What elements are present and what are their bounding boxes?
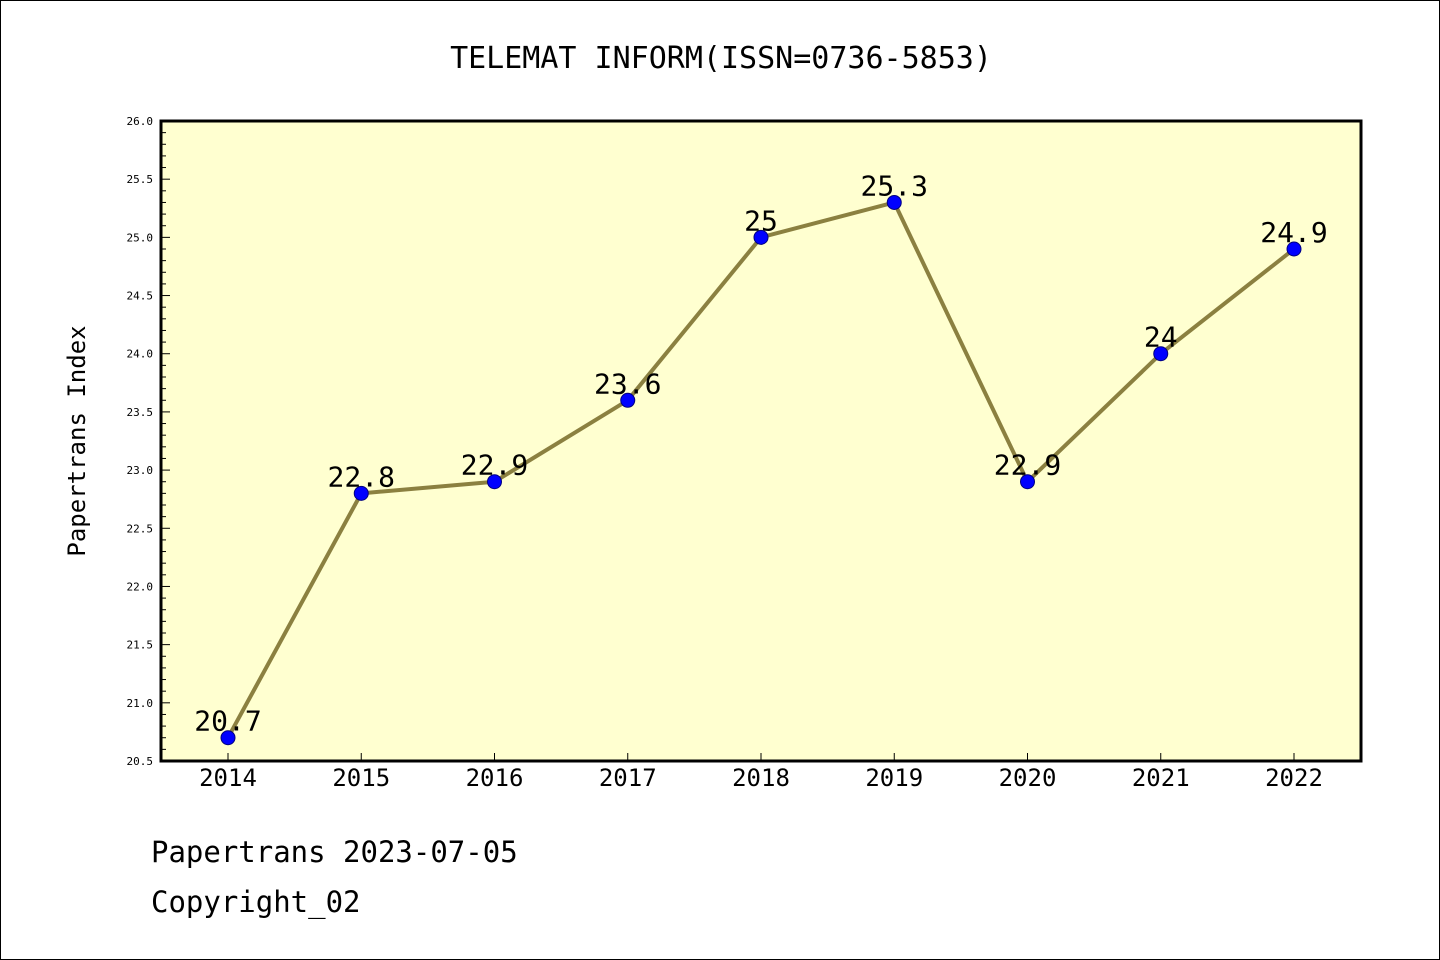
x-tick-label: 2021	[1132, 764, 1190, 792]
y-axis-label: Papertrans Index	[63, 325, 91, 556]
chart-title: TELEMAT INFORM(ISSN=0736-5853)	[450, 41, 992, 76]
y-tick-label: 22.5	[127, 522, 154, 535]
data-label: 25.3	[861, 169, 928, 202]
data-point-marker	[620, 392, 636, 408]
footer-copyright-text: Copyright_02	[151, 885, 361, 919]
x-tick-label: 2020	[999, 764, 1057, 792]
y-tick-label: 26.0	[127, 115, 154, 128]
data-point-marker	[753, 229, 769, 245]
data-label: 22.9	[994, 449, 1061, 482]
y-tick-label: 24.0	[127, 348, 154, 361]
x-tick-label: 2014	[199, 764, 257, 792]
data-point-marker	[487, 474, 502, 490]
x-tick-label: 2016	[466, 764, 524, 792]
data-label: 25	[744, 204, 778, 237]
y-tick-label: 23.5	[127, 406, 154, 419]
data-point-marker	[886, 194, 902, 210]
plot-border	[159, 119, 1363, 763]
x-tick-label: 2022	[1265, 764, 1323, 792]
x-tick-label: 2015	[332, 764, 390, 792]
x-tick-label: 2018	[732, 764, 790, 792]
x-tick-label: 2019	[865, 764, 923, 792]
y-tick-label: 21.0	[127, 697, 154, 710]
data-point-marker	[353, 485, 369, 501]
y-tick-label: 25.5	[127, 173, 154, 186]
data-point-marker	[1286, 241, 1302, 257]
data-label: 22.8	[328, 460, 395, 493]
plot-area	[161, 121, 1361, 761]
x-tick-label: 2017	[599, 764, 657, 792]
data-label: 22.9	[461, 449, 528, 482]
y-tick-label: 21.5	[127, 639, 154, 652]
y-tick-label: 25.0	[127, 231, 154, 244]
data-point-marker	[220, 730, 236, 746]
data-label: 24.9	[1260, 216, 1327, 249]
data-label: 24	[1144, 321, 1178, 354]
data-point-marker	[1020, 474, 1035, 490]
data-point-marker	[1153, 346, 1169, 362]
footer-date-text: Papertrans 2023-07-05	[151, 835, 518, 869]
y-tick-label: 22.0	[127, 580, 154, 593]
y-tick-label: 20.5	[127, 755, 154, 768]
y-tick-label: 23.0	[127, 464, 154, 477]
y-tick-label: 24.5	[127, 290, 154, 303]
data-label: 23.6	[594, 367, 661, 400]
data-label: 20.7	[194, 705, 261, 738]
